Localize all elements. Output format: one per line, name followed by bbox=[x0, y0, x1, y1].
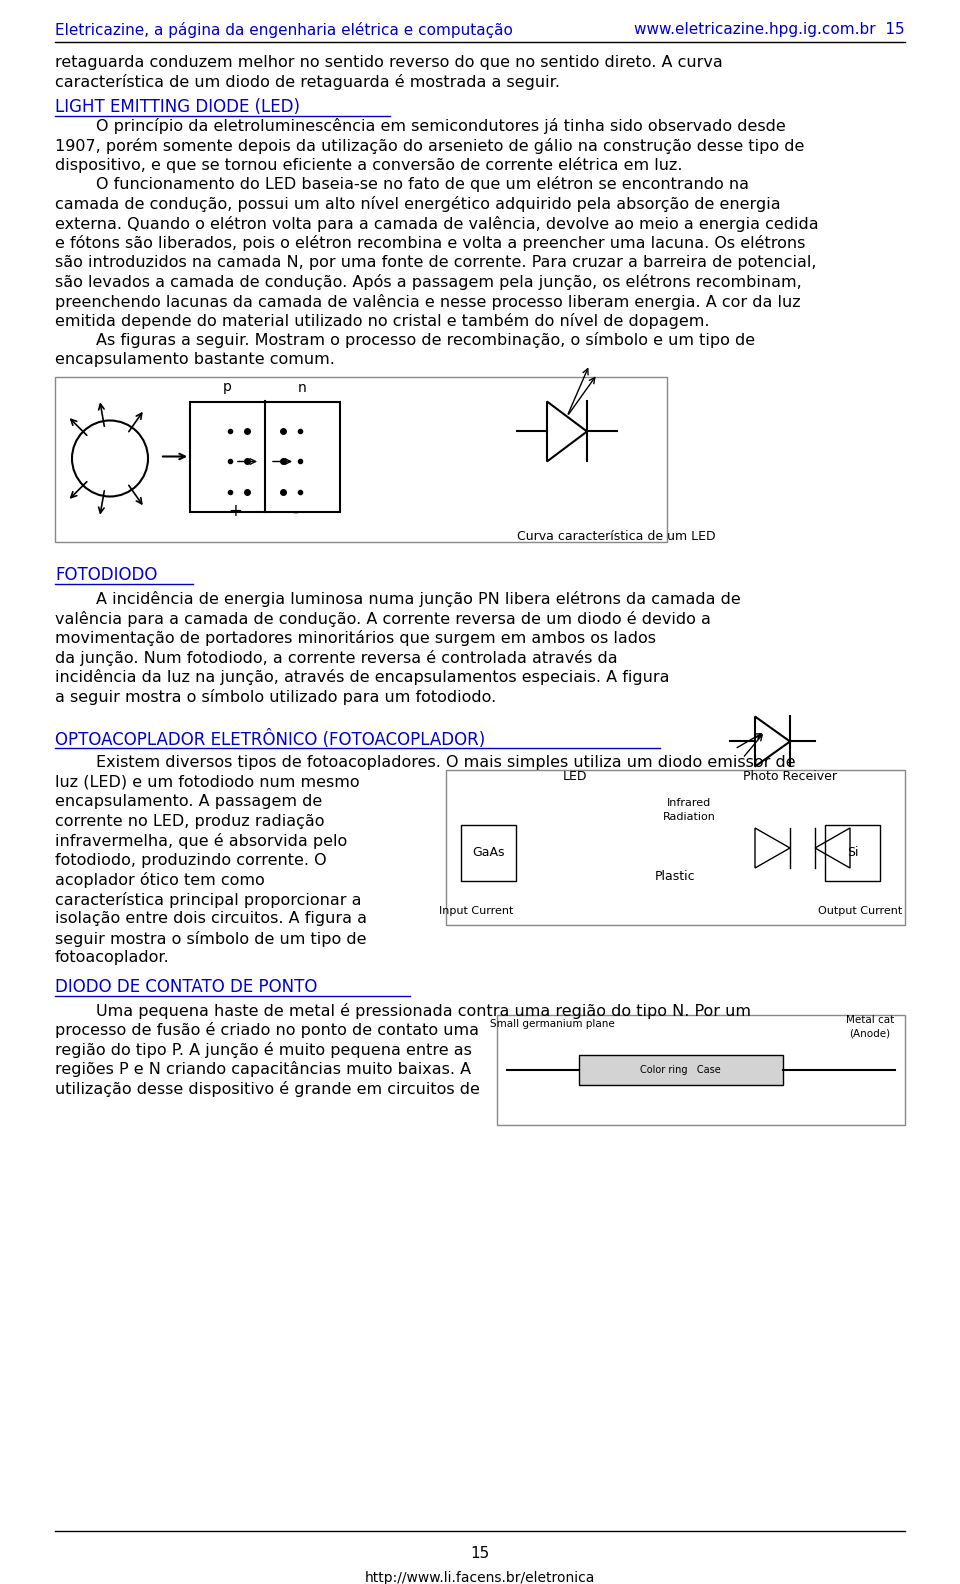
Text: fotodiodo, produzindo corrente. O: fotodiodo, produzindo corrente. O bbox=[55, 854, 326, 868]
Text: encapsulamento. A passagem de: encapsulamento. A passagem de bbox=[55, 795, 323, 809]
Text: Infrared: Infrared bbox=[667, 797, 711, 808]
Text: característica de um diodo de retaguarda é mostrada a seguir.: característica de um diodo de retaguarda… bbox=[55, 74, 560, 90]
Text: p: p bbox=[223, 380, 232, 394]
Text: retaguarda conduzem melhor no sentido reverso do que no sentido direto. A curva: retaguarda conduzem melhor no sentido re… bbox=[55, 55, 723, 70]
Text: LED: LED bbox=[563, 770, 587, 784]
Text: da junção. Num fotodiodo, a corrente reversa é controlada através da: da junção. Num fotodiodo, a corrente rev… bbox=[55, 649, 617, 665]
Text: GaAs: GaAs bbox=[472, 846, 505, 859]
Text: Small germanium plane: Small germanium plane bbox=[490, 1019, 614, 1030]
Text: As figuras a seguir. Mostram o processo de recombinação, o símbolo e um tipo de: As figuras a seguir. Mostram o processo … bbox=[55, 333, 756, 348]
Text: infravermelha, que é absorvida pelo: infravermelha, que é absorvida pelo bbox=[55, 833, 348, 849]
Text: externa. Quando o elétron volta para a camada de valência, devolve ao meio a ene: externa. Quando o elétron volta para a c… bbox=[55, 215, 819, 231]
Text: Input Current: Input Current bbox=[439, 906, 514, 916]
Text: são levados a camada de condução. Após a passagem pela junção, os elétrons recom: são levados a camada de condução. Após a… bbox=[55, 274, 802, 290]
Text: movimentação de portadores minoritários que surgem em ambos os lados: movimentação de portadores minoritários … bbox=[55, 630, 656, 646]
Text: encapsulamento bastante comum.: encapsulamento bastante comum. bbox=[55, 352, 335, 367]
Text: região do tipo P. A junção é muito pequena entre as: região do tipo P. A junção é muito peque… bbox=[55, 1042, 472, 1058]
Text: Plastic: Plastic bbox=[655, 871, 696, 884]
Text: seguir mostra o símbolo de um tipo de: seguir mostra o símbolo de um tipo de bbox=[55, 931, 367, 947]
Text: luz (LED) e um fotodiodo num mesmo: luz (LED) e um fotodiodo num mesmo bbox=[55, 775, 360, 790]
Bar bbox=[55, 377, 667, 542]
Text: O funcionamento do LED baseia-se no fato de que um elétron se encontrando na: O funcionamento do LED baseia-se no fato… bbox=[55, 176, 749, 193]
Bar bbox=[497, 1015, 905, 1125]
Text: -: - bbox=[292, 502, 298, 521]
Text: Eletricazine, a página da engenharia elétrica e computação: Eletricazine, a página da engenharia elé… bbox=[55, 22, 513, 38]
Text: utilização desse dispositivo é grande em circuitos de: utilização desse dispositivo é grande em… bbox=[55, 1080, 480, 1098]
Text: +: + bbox=[228, 502, 242, 521]
Text: OPTOACOPLADOR ELETRÔNICO (FOTOACOPLADOR): OPTOACOPLADOR ELETRÔNICO (FOTOACOPLADOR) bbox=[55, 730, 485, 749]
Text: acoplador ótico tem como: acoplador ótico tem como bbox=[55, 873, 265, 889]
Text: incidência da luz na junção, através de encapsulamentos especiais. A figura: incidência da luz na junção, através de … bbox=[55, 670, 669, 686]
Text: preenchendo lacunas da camada de valência e nesse processo liberam energia. A co: preenchendo lacunas da camada de valênci… bbox=[55, 293, 801, 309]
Text: dispositivo, e que se tornou eficiente a conversão de corrente elétrica em luz.: dispositivo, e que se tornou eficiente a… bbox=[55, 157, 683, 173]
Text: DIODO DE CONTATO DE PONTO: DIODO DE CONTATO DE PONTO bbox=[55, 977, 318, 996]
Text: e fótons são liberados, pois o elétron recombina e volta a preencher uma lacuna.: e fótons são liberados, pois o elétron r… bbox=[55, 234, 805, 250]
Text: n: n bbox=[299, 380, 307, 394]
Text: Output Current: Output Current bbox=[818, 906, 902, 916]
Text: Uma pequena haste de metal é pressionada contra uma região do tipo N. Por um: Uma pequena haste de metal é pressionada… bbox=[55, 1003, 751, 1019]
Text: Existem diversos tipos de fotoacopladores. O mais simples utiliza um diodo emiss: Existem diversos tipos de fotoacopladore… bbox=[55, 756, 796, 770]
Text: 1907, porém somente depois da utilização do arsenieto de gálio na construção des: 1907, porém somente depois da utilização… bbox=[55, 138, 804, 154]
Bar bbox=[461, 825, 516, 881]
Text: Radiation: Radiation bbox=[662, 813, 716, 822]
Text: (Anode): (Anode) bbox=[850, 1030, 891, 1039]
Text: 15: 15 bbox=[470, 1546, 490, 1560]
Text: LIGHT EMITTING DIODE (LED): LIGHT EMITTING DIODE (LED) bbox=[55, 98, 300, 116]
Text: Curva característica de um LED: Curva característica de um LED bbox=[517, 529, 715, 542]
Text: valência para a camada de condução. A corrente reversa de um diodo é devido a: valência para a camada de condução. A co… bbox=[55, 611, 710, 627]
Text: processo de fusão é criado no ponto de contato uma: processo de fusão é criado no ponto de c… bbox=[55, 1023, 479, 1039]
Text: O princípio da eletroluminescência em semicondutores já tinha sido observado des: O princípio da eletroluminescência em se… bbox=[55, 117, 785, 135]
Bar bbox=[446, 770, 905, 925]
Text: fotoacoplador.: fotoacoplador. bbox=[55, 950, 170, 966]
Text: FOTODIODO: FOTODIODO bbox=[55, 567, 157, 584]
Text: são introduzidos na camada N, por uma fonte de corrente. Para cruzar a barreira : são introduzidos na camada N, por uma fo… bbox=[55, 255, 817, 269]
Bar bbox=[825, 825, 880, 881]
Text: corrente no LED, produz radiação: corrente no LED, produz radiação bbox=[55, 814, 324, 828]
Text: emitida depende do material utilizado no cristal e também do nível de dopagem.: emitida depende do material utilizado no… bbox=[55, 314, 709, 329]
Text: Metal cat: Metal cat bbox=[846, 1015, 894, 1025]
Text: Color ring   Case: Color ring Case bbox=[640, 1064, 721, 1076]
Text: camada de condução, possui um alto nível energético adquirido pela absorção de e: camada de condução, possui um alto nível… bbox=[55, 196, 780, 212]
Text: isolação entre dois circuitos. A figura a: isolação entre dois circuitos. A figura … bbox=[55, 911, 367, 927]
Text: regiões P e N criando capacitâncias muito baixas. A: regiões P e N criando capacitâncias muit… bbox=[55, 1061, 471, 1077]
Text: www.eletricazine.hpg.ig.com.br  15: www.eletricazine.hpg.ig.com.br 15 bbox=[635, 22, 905, 36]
Text: Photo Receiver: Photo Receiver bbox=[743, 770, 837, 784]
Text: característica principal proporcionar a: característica principal proporcionar a bbox=[55, 892, 362, 908]
Text: http://www.li.facens.br/eletronica: http://www.li.facens.br/eletronica bbox=[365, 1571, 595, 1584]
Text: a seguir mostra o símbolo utilizado para um fotodiodo.: a seguir mostra o símbolo utilizado para… bbox=[55, 689, 496, 705]
Text: A incidência de energia luminosa numa junção PN libera elétrons da camada de: A incidência de energia luminosa numa ju… bbox=[55, 591, 741, 608]
Text: Si: Si bbox=[847, 846, 858, 859]
Bar bbox=[190, 401, 340, 512]
Bar bbox=[579, 1055, 782, 1085]
